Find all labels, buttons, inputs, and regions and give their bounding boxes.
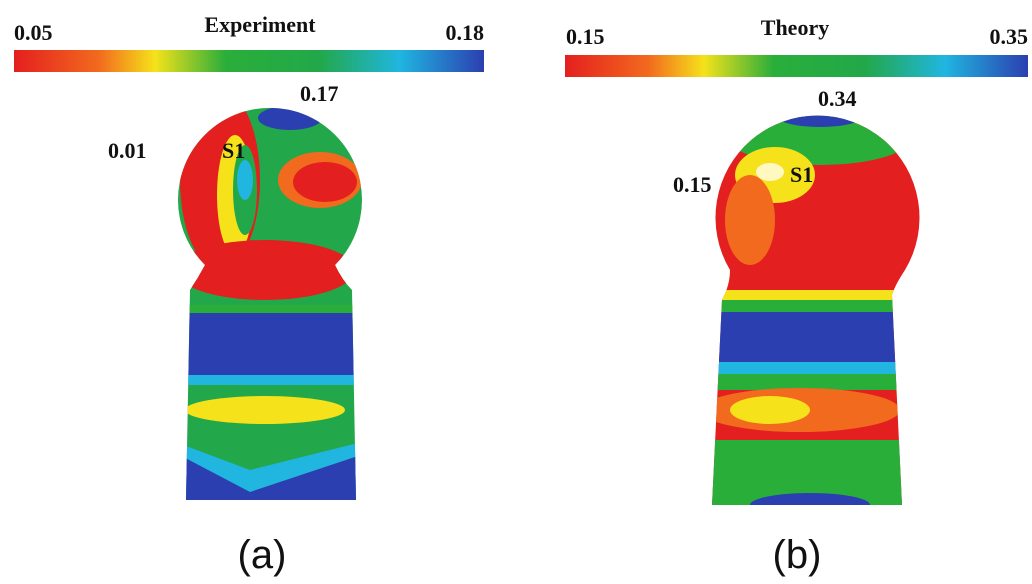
point-label: S1: [222, 138, 245, 163]
colorbar-title: Theory: [761, 15, 829, 40]
heatmap-shape: [170, 80, 370, 510]
colorbar-max: 0.18: [446, 20, 485, 45]
point-label: S1: [790, 162, 813, 187]
heatmap-shape: [700, 90, 920, 517]
colorbar: [14, 50, 484, 72]
panel-caption: (b): [773, 533, 822, 577]
colorbar-min: 0.05: [14, 20, 53, 45]
panel-caption: (a): [238, 533, 287, 577]
annotation: 0.17: [300, 81, 339, 106]
annotation: 0.15: [673, 172, 712, 197]
colorbar: [565, 55, 1028, 77]
annotation: 0.01: [108, 138, 147, 163]
figure: 0.05 Experiment 0.18 0.17 0.01 S1 (a) 0.15 Theor…: [0, 0, 1032, 584]
colorbar-title: Experiment: [204, 12, 316, 37]
colorbar-max: 0.35: [990, 24, 1029, 49]
colorbar-min: 0.15: [566, 24, 605, 49]
annotation: 0.34: [818, 86, 857, 111]
